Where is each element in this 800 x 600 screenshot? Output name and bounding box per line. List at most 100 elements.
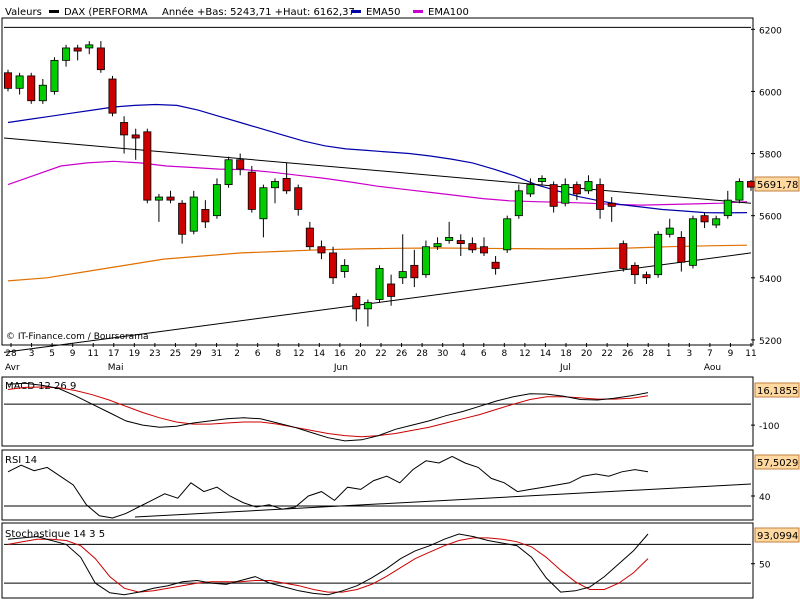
x-tick-label: 20 <box>355 349 367 359</box>
x-tick-label: 30 <box>437 349 449 359</box>
candle-body <box>561 184 570 204</box>
chart-header: Valeurs DAX (PERFORMA Année +Bas: 5243,7… <box>5 6 469 18</box>
price-y-tick-label: 5600 <box>759 213 782 223</box>
x-tick-label: 2 <box>234 349 240 359</box>
stoch-plot: 50 <box>4 533 771 596</box>
x-tick-label: 8 <box>275 349 281 359</box>
candle <box>189 190 198 235</box>
ema50-swatch <box>351 10 361 13</box>
x-tick-label: 4 <box>460 349 466 359</box>
x-tick-label: 12 <box>519 349 530 359</box>
candle <box>4 69 12 92</box>
candle-body <box>317 246 326 254</box>
candle <box>619 240 628 272</box>
candle-body <box>677 237 686 263</box>
x-month-label: Jun <box>333 363 348 373</box>
x-tick-label: 22 <box>375 349 386 359</box>
candle-body <box>15 75 24 89</box>
candle-body <box>712 218 721 226</box>
candle-body <box>526 184 535 195</box>
candle-body <box>630 264 639 276</box>
candle-body <box>503 218 512 251</box>
candle-body <box>642 274 651 279</box>
candle <box>630 262 639 284</box>
candle <box>387 274 396 306</box>
x-tick-label: 6 <box>481 349 487 359</box>
x-tick-label: 11 <box>745 349 756 359</box>
x-month-label: Aou <box>704 363 721 373</box>
candle <box>166 190 175 204</box>
candle <box>201 200 210 229</box>
candle-body <box>572 184 581 195</box>
x-tick-label: 26 <box>396 349 408 359</box>
candle <box>445 221 454 244</box>
candle <box>491 256 500 275</box>
x-tick-label: 25 <box>170 349 181 359</box>
stoch-last-value: 93,0994 <box>757 531 798 542</box>
candle <box>642 271 651 284</box>
x-tick-label: 23 <box>149 349 160 359</box>
x-tick-label: 3 <box>686 349 692 359</box>
rsi-line <box>7 455 649 519</box>
candle-body <box>363 302 372 310</box>
stoch-label: Stochastique 14 3 5 <box>5 529 105 540</box>
rsi-plot: 40 <box>4 455 771 519</box>
candle <box>456 234 465 257</box>
price-last-value-box: 5691,78 <box>754 176 800 192</box>
range-text: Année +Bas: 5243,71 +Haut: 6162,37 <box>162 6 355 18</box>
macd-panel-frame <box>1 376 754 447</box>
price-panel: 6200 6000 5800 5600 5400 5200 © IT-Finance.co… <box>1 17 800 353</box>
candle-body <box>62 47 71 61</box>
candle-body <box>410 264 419 279</box>
candle-body <box>27 75 36 102</box>
macd-label: MACD 12 26 9 <box>5 381 76 392</box>
instrument-swatch <box>49 10 59 13</box>
candle-body <box>201 209 210 223</box>
candle <box>584 175 593 194</box>
stoch-last-value-bg <box>754 527 800 543</box>
candle-body <box>491 261 500 269</box>
price-last-value: 5691,78 <box>757 180 798 191</box>
candle <box>665 218 674 238</box>
candle-body <box>514 190 523 217</box>
candle <box>38 79 47 104</box>
candle <box>143 128 152 204</box>
x-tick-label: 17 <box>108 349 119 359</box>
candle-body <box>236 159 245 170</box>
candle-body <box>375 268 384 300</box>
rsi-label: RSI 14 <box>5 455 37 466</box>
candle <box>27 72 36 104</box>
x-tick-label: 29 <box>190 349 202 359</box>
candle-body <box>96 47 105 71</box>
candle <box>503 215 512 253</box>
candle-body <box>4 72 12 89</box>
candle <box>723 190 732 219</box>
candle-body <box>131 134 140 139</box>
candle-body <box>154 196 163 201</box>
candle <box>479 237 488 257</box>
candle <box>131 128 140 160</box>
candle-body <box>247 171 256 210</box>
candle-body <box>665 227 674 235</box>
x-tick-label: 3 <box>29 349 35 359</box>
macd-last-value-bg <box>754 382 800 398</box>
ema50-line <box>7 103 748 214</box>
rsi-y-tick-label: 40 <box>759 493 771 503</box>
x-tick-label: 6 <box>255 349 261 359</box>
x-tick-label: 14 <box>540 349 552 359</box>
candle-body <box>340 264 349 272</box>
price-last-value-bg <box>754 176 800 192</box>
candle <box>421 240 430 278</box>
candle <box>305 221 314 250</box>
x-month-label: Mai <box>108 363 124 373</box>
price-y-tick-label: 6000 <box>759 88 782 98</box>
candle <box>340 259 349 278</box>
rsi-last-value-bg <box>754 454 800 470</box>
x-tick-label: 19 <box>129 349 141 359</box>
candle <box>282 162 291 194</box>
stoch-k-line <box>7 533 649 596</box>
candle <box>735 178 744 204</box>
candle-body <box>479 246 488 254</box>
candle-body <box>607 202 616 207</box>
candle-body <box>549 184 558 207</box>
